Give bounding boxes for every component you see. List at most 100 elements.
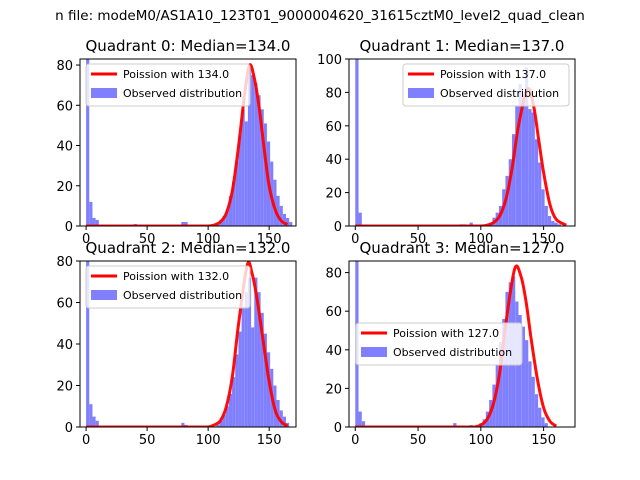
legend-bar-swatch [408, 88, 434, 98]
histogram-bar [247, 277, 252, 427]
legend-box [402, 63, 570, 107]
histogram-bar [541, 189, 545, 226]
histogram-bar [525, 67, 529, 226]
histogram-bar [282, 213, 286, 226]
y-tick-label: 20 [325, 382, 342, 397]
histogram-bar [232, 181, 236, 226]
quadrant-1-plot: 0 50 100 150 0 20 40 60 80 100 Quadrant 1: Median=… [317, 37, 576, 247]
y-tick-label: 0 [334, 220, 342, 235]
histogram-bar [289, 221, 293, 226]
legend-box [355, 322, 523, 366]
quadrant-title: Quadrant 3: Median=127.0 [360, 239, 565, 257]
histogram-bar [528, 361, 532, 427]
histogram-bar [222, 414, 226, 427]
histogram-bar [225, 406, 229, 427]
y-tick-label: 60 [56, 99, 73, 114]
histogram-bar [247, 65, 252, 226]
histogram-bar [534, 139, 539, 226]
histogram-bar [528, 109, 532, 226]
x-tick-label: 50 [139, 232, 156, 247]
histogram-bar [235, 354, 239, 427]
histogram-bar [358, 212, 362, 226]
histogram-bar [254, 83, 258, 226]
quadrant-3-plot: 0 50 100 150 0 20 40 60 80 Quadrant 3: Median=127… [325, 239, 576, 448]
legend-box [85, 63, 251, 107]
histogram-bar [518, 315, 522, 427]
axes-frame [79, 58, 297, 227]
histogram-bar [92, 217, 96, 226]
histogram-bar [228, 195, 233, 226]
x-tick-label: 100 [468, 232, 493, 247]
histogram-bar [263, 333, 267, 427]
quadrant-0-plot: 0 50 100 150 0 20 40 60 80 Quadrant 0: Median=134… [56, 37, 297, 247]
histogram-bar [469, 222, 473, 226]
histogram-bar [241, 109, 245, 226]
histogram-bar [279, 205, 283, 226]
histogram-bar [257, 95, 261, 226]
y-tick-label: 20 [325, 187, 342, 202]
histogram-bar [515, 105, 519, 226]
y-tick-label: 60 [325, 120, 342, 135]
histogram-bar [241, 306, 245, 427]
histogram-bar [273, 179, 277, 226]
plot-area [86, 59, 293, 226]
histogram-bar [276, 400, 280, 427]
x-tick-label: 100 [196, 232, 221, 247]
x-tick-label: 150 [257, 433, 282, 448]
legend: Poission with 132.0 Observed distribution [85, 265, 251, 309]
histogram-bar [232, 377, 236, 427]
legend-bar-label: Observed distribution [440, 87, 559, 100]
histogram-bar [508, 159, 512, 226]
y-tick-label: 40 [325, 344, 342, 359]
histogram-bar [89, 404, 93, 427]
histogram-bar [216, 424, 220, 427]
histogram-bar [538, 162, 542, 226]
y-tick-label: 80 [56, 59, 73, 74]
quadrant-title: Quadrant 1: Median=137.0 [360, 37, 565, 55]
y-tick-label: 20 [56, 380, 73, 395]
y-tick-label: 60 [325, 305, 342, 320]
histogram-bar [521, 326, 526, 427]
x-tick-label: 0 [351, 232, 359, 247]
legend-bar-label: Observed distribution [123, 87, 242, 100]
quadrant-title: Quadrant 0: Median=134.0 [86, 37, 291, 55]
histogram-bar [225, 209, 229, 226]
histogram-bar [521, 95, 526, 226]
legend-line-label: Poission with 127.0 [393, 327, 499, 340]
histogram-bar [355, 59, 359, 226]
histogram-bar [547, 215, 552, 226]
histogram-bar [251, 75, 255, 226]
histogram-bar [89, 201, 93, 226]
quadrant-2-plot: 0 50 100 150 0 20 40 60 80 Quadrant 2: Median=132… [56, 239, 297, 448]
histogram-bar [361, 421, 366, 427]
legend-bar-swatch [91, 290, 117, 300]
histogram-bar [282, 416, 286, 427]
x-tick-label: 0 [82, 433, 90, 448]
histogram-bar [511, 134, 516, 226]
histogram-bar [554, 222, 558, 226]
histogram-bar [518, 84, 522, 226]
histogram-bar [285, 217, 290, 226]
histogram-bar [254, 277, 258, 427]
x-tick-label: 150 [531, 433, 556, 448]
histogram-bar [235, 161, 239, 226]
histogram-bar [260, 109, 264, 226]
x-tick-label: 0 [351, 433, 359, 448]
histogram-bar [238, 135, 242, 226]
histogram-bar [531, 112, 535, 226]
histogram-bar [257, 292, 261, 427]
histogram-bar [358, 411, 362, 427]
legend-bar-label: Observed distribution [393, 346, 512, 359]
histogram-bar [95, 420, 99, 427]
x-tick-label: 50 [410, 433, 427, 448]
y-tick-label: 0 [334, 421, 342, 436]
histogram-bar [181, 422, 185, 427]
histogram-bar [86, 261, 90, 427]
y-tick-label: 0 [65, 220, 73, 235]
histogram-bar [95, 219, 99, 226]
histogram-bar [557, 224, 561, 226]
histogram-bar [86, 59, 90, 226]
x-tick-label: 50 [410, 232, 427, 247]
legend: Poission with 134.0 Observed distribution [85, 63, 251, 107]
